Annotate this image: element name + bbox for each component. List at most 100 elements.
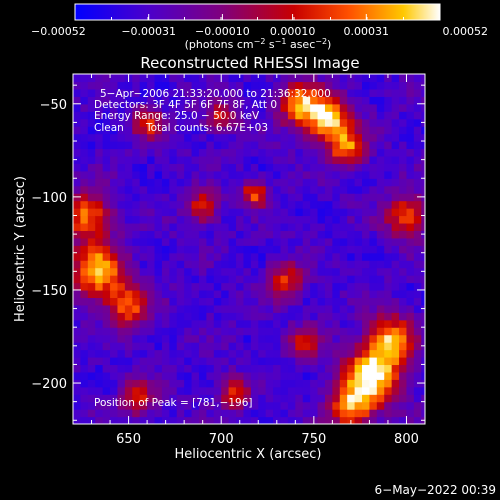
heatmap-cell [110,141,119,150]
heatmap-cell [391,342,400,351]
heatmap-cell [384,215,393,224]
heatmap-cell [117,170,126,179]
heatmap-cell [228,222,237,231]
heatmap-cell [332,208,341,217]
heatmap-cell [154,394,163,403]
heatmap-cell [376,364,385,373]
heatmap-cell [206,208,215,217]
heatmap-cell [421,178,425,187]
heatmap-cell [213,289,222,299]
heatmap-cell [161,222,170,231]
heatmap-cell [384,74,393,83]
heatmap-cell [176,267,185,276]
heatmap-cell [169,118,178,127]
heatmap-cell [102,155,111,164]
heatmap-cell [347,356,356,366]
heatmap-cell [80,133,89,142]
heatmap-cell [221,252,230,261]
heatmap-cell [347,88,356,97]
heatmap-cell [80,141,89,150]
heatmap-cell [250,379,259,388]
heatmap-cell [339,371,348,380]
heatmap-cell [87,304,96,313]
heatmap-cell [391,289,400,299]
heatmap-cell [399,81,408,90]
heatmap-cell [310,81,319,90]
heatmap-cell [236,148,245,157]
heatmap-cell [184,185,193,194]
heatmap-cell [147,193,156,202]
heatmap-cell [384,88,393,97]
heatmap-cell [332,200,341,209]
heatmap-cell [273,178,282,187]
heatmap-cell [213,193,222,202]
heatmap-cell [243,282,252,291]
heatmap-cell [236,319,245,328]
heatmap-cell [228,237,237,246]
heatmap-cell [362,141,371,150]
heatmap-cell [213,133,222,142]
heatmap-cell [406,364,415,373]
heatmap-cell [280,379,289,388]
heatmap-cell [161,342,170,351]
heatmap-cell [102,141,111,150]
heatmap-cell [347,371,356,380]
heatmap-cell [228,409,237,418]
heatmap-cell [124,88,133,97]
heatmap-cell [250,193,259,202]
heatmap-cell [95,200,104,209]
heatmap-cell [117,379,126,388]
heatmap-cell [347,74,356,83]
heatmap-cell [184,88,193,97]
heatmap-cell [73,155,82,164]
heatmap-cell [176,215,185,224]
heatmap-cell [161,401,170,410]
heatmap-cell [302,379,311,388]
heatmap-cell [206,237,215,246]
heatmap-cell [354,334,363,343]
heatmap-cell [265,81,274,90]
heatmap-cell [332,222,341,231]
heatmap-cell [369,356,378,366]
heatmap-cell [369,409,378,418]
heatmap-cell [213,394,222,403]
heatmap-cell [302,215,311,224]
heatmap-cell [332,275,341,284]
heatmap-cell [124,289,133,299]
heatmap-cell [117,289,126,299]
heatmap-cell [87,356,96,366]
heatmap-cell [132,200,141,209]
heatmap-cell [421,327,425,336]
heatmap-cell [384,208,393,217]
heatmap-cell [169,200,178,209]
heatmap-cell [265,193,274,202]
heatmap-cell [302,103,311,112]
heatmap-cell [250,386,259,395]
heatmap-cell [73,252,82,261]
heatmap-cell [124,230,133,239]
heatmap-cell [273,356,282,366]
heatmap-cell [347,126,356,135]
heatmap-cell [110,386,119,395]
heatmap-cell [117,275,126,284]
heatmap-cell [376,185,385,194]
heatmap-cell [95,260,104,269]
heatmap-cell [191,88,200,97]
heatmap-cell [273,327,282,336]
heatmap-cell [302,416,311,424]
heatmap-cell [117,155,126,164]
heatmap-cell [258,103,267,112]
heatmap-cell [421,222,425,231]
heatmap-cell [280,267,289,276]
heatmap-cell [295,371,304,380]
heatmap-cell [228,118,237,127]
heatmap-cell [132,81,141,90]
heatmap-cell [95,193,104,202]
heatmap-cell [295,289,304,299]
heatmap-cell [102,364,111,373]
heatmap-cell [369,289,378,299]
heatmap-cell [73,118,82,127]
heatmap-cell [73,297,82,306]
heatmap-cell [332,371,341,380]
heatmap-cell [295,141,304,150]
